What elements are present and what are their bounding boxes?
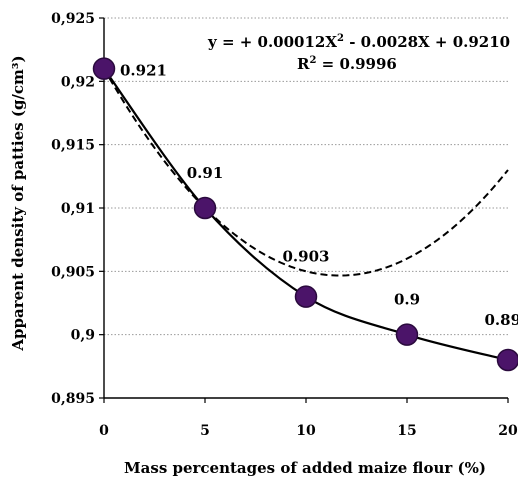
data-label: 0.898 bbox=[485, 311, 518, 329]
data-point bbox=[294, 285, 318, 308]
y-axis-title: Apparent density of patties (g/cm³) bbox=[9, 55, 27, 351]
y-tick-label: 0,895 bbox=[51, 391, 95, 407]
r-squared-annotation: R2 = 0.9996 bbox=[297, 55, 397, 73]
data-labels: 0.921 0.91 0.903 0.9 0.898 bbox=[120, 62, 518, 329]
y-tick-labels: 0,895 0,9 0,905 0,91 0,915 0,92 0,925 bbox=[51, 11, 95, 407]
trendline bbox=[103, 68, 509, 277]
y-tick-label: 0,925 bbox=[51, 11, 95, 27]
series-group bbox=[92, 57, 518, 372]
y-tick-label: 0,915 bbox=[51, 138, 95, 154]
data-point bbox=[395, 323, 419, 346]
x-tick-label: 10 bbox=[296, 423, 316, 439]
data-point bbox=[193, 196, 217, 220]
data-label: 0.921 bbox=[120, 62, 167, 80]
data-point bbox=[92, 57, 116, 80]
y-tick-label: 0,92 bbox=[61, 74, 95, 90]
axes bbox=[99, 17, 509, 403]
gridlines bbox=[104, 17, 508, 336]
x-tick-label: 0 bbox=[99, 423, 109, 439]
x-axis-title: Mass percentages of added maize flour (%… bbox=[124, 459, 486, 477]
y-tick-label: 0,905 bbox=[51, 264, 95, 280]
x-tick-label: 15 bbox=[397, 423, 416, 439]
series-line bbox=[103, 68, 509, 362]
equation-annotation: y = + 0.00012X2 - 0.0028X + 0.9210 bbox=[207, 33, 510, 51]
data-point bbox=[496, 348, 518, 372]
x-tick-label: 20 bbox=[498, 423, 518, 439]
y-tick-label: 0,9 bbox=[71, 328, 95, 344]
x-tick-label: 5 bbox=[200, 423, 210, 439]
data-label: 0.9 bbox=[394, 291, 420, 309]
y-tick-label: 0,91 bbox=[61, 201, 95, 217]
data-label: 0.91 bbox=[187, 164, 224, 182]
data-label: 0.903 bbox=[283, 248, 330, 266]
x-tick-labels: 0 5 10 15 20 bbox=[99, 423, 518, 439]
